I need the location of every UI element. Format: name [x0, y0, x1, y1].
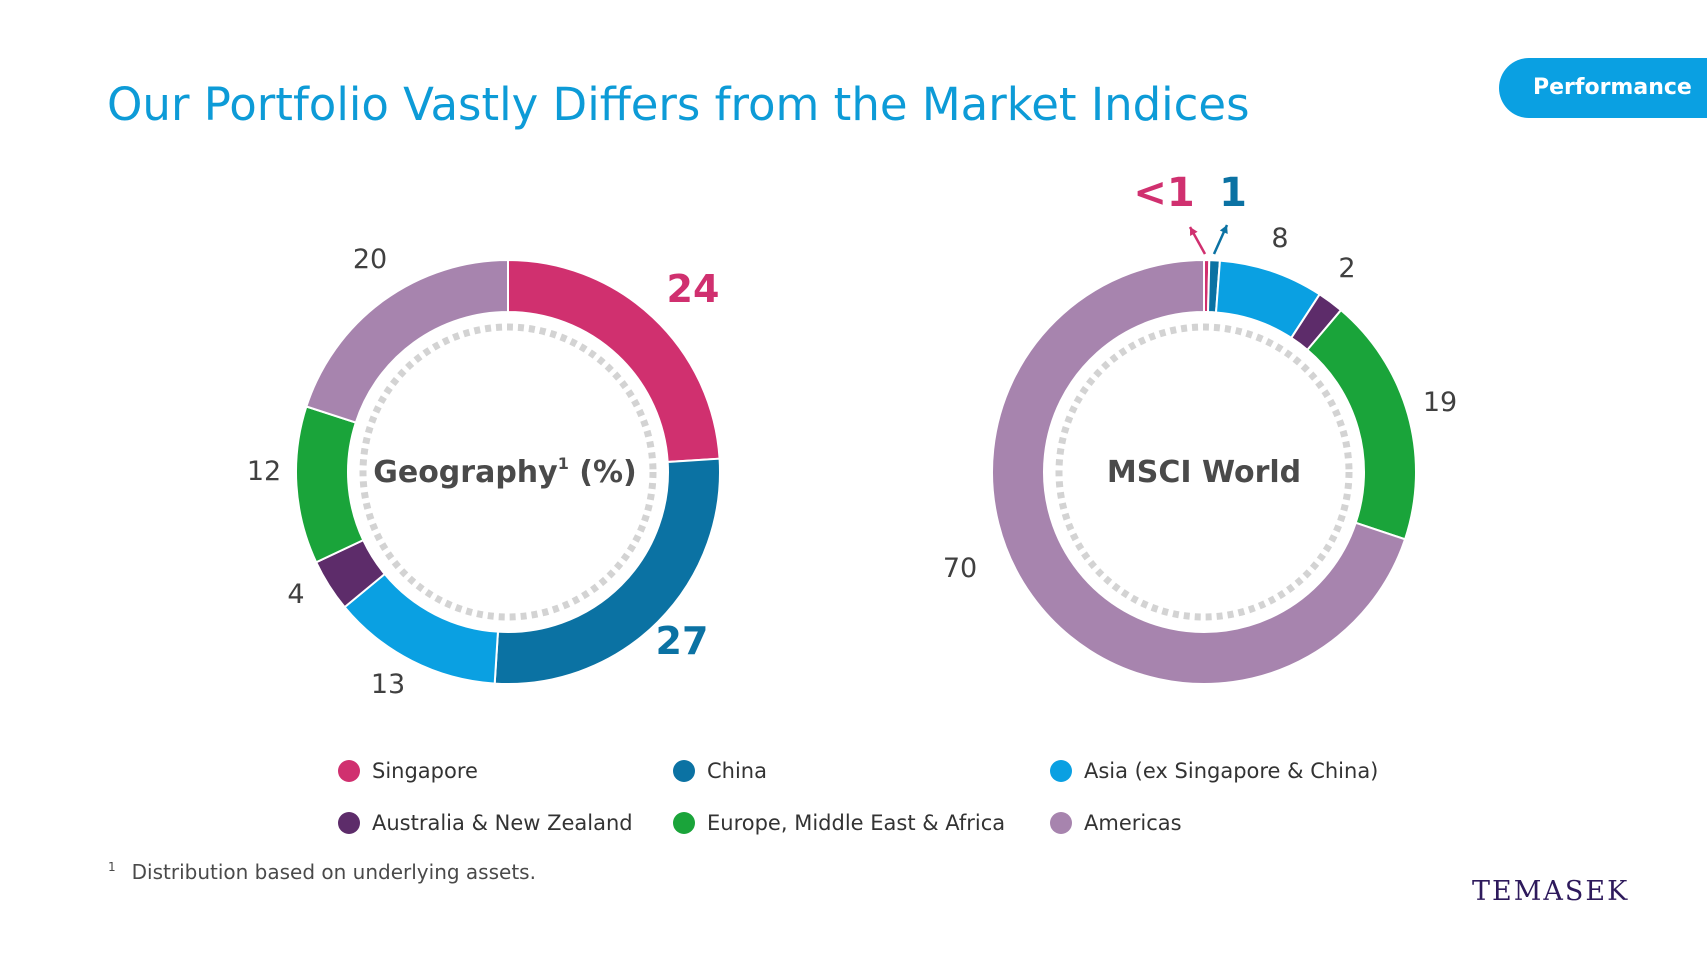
geography-title-superscript: 1 [558, 454, 569, 473]
data-label-europe-middle-east-africa: 12 [247, 456, 281, 487]
dotted-inner-ring [359, 323, 657, 621]
legend-dot-australia-nz [338, 812, 360, 834]
legend-dot-china [673, 760, 695, 782]
legend-item-china: China [673, 759, 767, 783]
legend-dot-asia [1050, 760, 1072, 782]
legend-dot-americas [1050, 812, 1072, 834]
legend-item-asia: Asia (ex Singapore & China) [1050, 759, 1378, 783]
legend-label: Europe, Middle East & Africa [707, 811, 1006, 835]
legend-label: Singapore [372, 759, 478, 783]
data-label-china: 27 [656, 619, 709, 663]
geography-title-text: Geography [373, 455, 558, 490]
temasek-logo: TEMASEK [1472, 876, 1630, 907]
footnote-text: Distribution based on underlying assets. [131, 860, 536, 884]
geography-chart-title: Geography1 (%) [373, 454, 637, 490]
performance-badge: Performance [1499, 58, 1707, 118]
data-label-australia-new-zealand: 2 [1338, 253, 1355, 284]
legend-item-australia-nz: Australia & New Zealand [338, 811, 633, 835]
legend-label: Australia & New Zealand [372, 811, 633, 835]
msci-world-donut-chart: <1 18 2 19 70 [943, 170, 1457, 685]
legend-label: Americas [1084, 811, 1182, 835]
legend-item-emea: Europe, Middle East & Africa [673, 811, 1005, 835]
donut-slice-americas [305, 258, 509, 424]
donut-slice-europe-middle-east-africa [295, 405, 365, 564]
data-label-americas: 20 [353, 244, 387, 275]
data-label-asia-ex-singapore-china: 8 [1271, 223, 1288, 254]
dotted-inner-ring [1055, 323, 1353, 621]
legend-dot-singapore [338, 760, 360, 782]
geography-donut-chart: 24 27 13 4 12 20 [247, 244, 721, 700]
data-label-singapore: <1 [1133, 170, 1194, 216]
geography-title-suffix: (%) [569, 455, 637, 490]
footnote-marker: 1 [108, 860, 116, 875]
data-label-singapore: 24 [667, 267, 720, 311]
data-label-australia-new-zealand: 4 [287, 579, 304, 610]
donut-slice-europe-middle-east-africa [1305, 308, 1417, 541]
data-label-europe-middle-east-africa: 19 [1423, 387, 1457, 418]
legend-dot-emea [673, 812, 695, 834]
legend-item-americas: Americas [1050, 811, 1182, 835]
donut-slice-americas [991, 258, 1407, 685]
legend-label: China [707, 759, 767, 783]
data-label-china: 1 [1219, 170, 1247, 216]
callout-arrow-head [1219, 225, 1228, 234]
data-label-americas: 70 [943, 553, 977, 584]
legend-label: Asia (ex Singapore & China) [1084, 759, 1379, 783]
legend-item-singapore: Singapore [338, 759, 478, 783]
data-label-asia-ex-singapore-china: 13 [371, 669, 405, 700]
msci-world-chart-title: MSCI World [1107, 455, 1301, 490]
page-title: Our Portfolio Vastly Differs from the Ma… [107, 78, 1250, 131]
callout-arrow-head [1190, 227, 1198, 236]
footnote: 1 Distribution based on underlying assets… [108, 860, 536, 884]
